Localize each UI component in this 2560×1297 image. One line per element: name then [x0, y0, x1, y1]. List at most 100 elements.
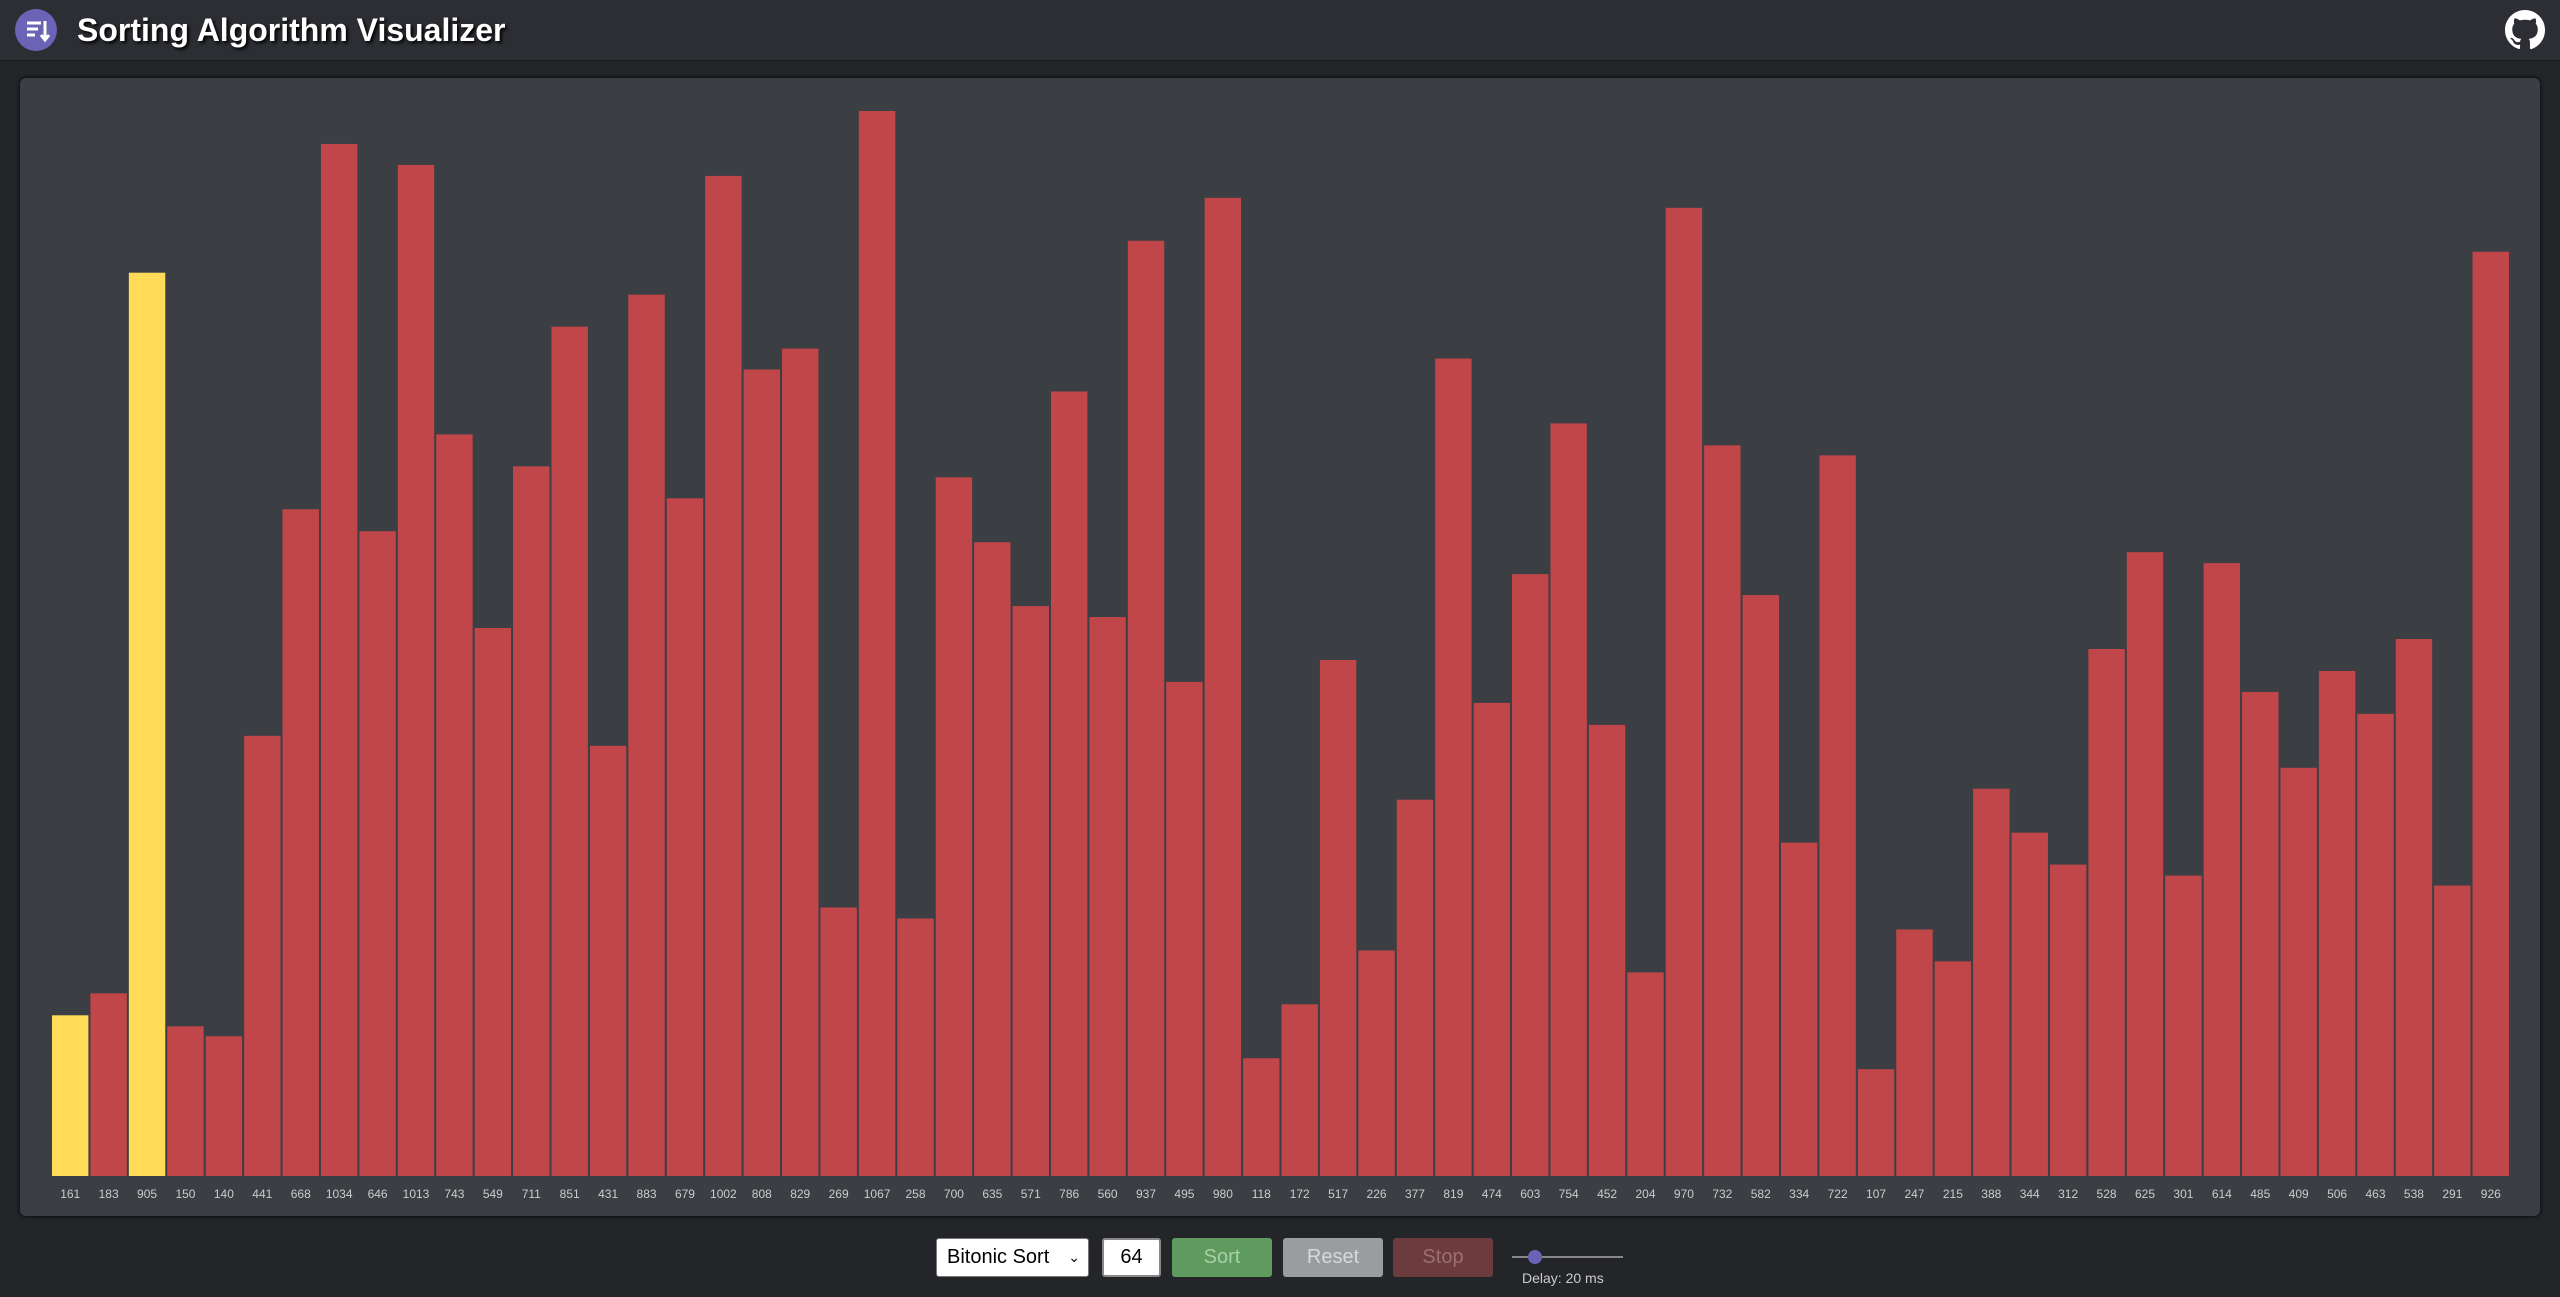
bar	[1819, 455, 1856, 1176]
bar	[1281, 1004, 1318, 1176]
bar-label: 344	[2020, 1187, 2040, 1201]
bar	[1204, 197, 1242, 1177]
bar	[1934, 961, 1972, 1176]
bar	[2049, 864, 2087, 1176]
bar-label: 905	[137, 1187, 157, 1201]
bar	[858, 111, 896, 1176]
bar	[474, 628, 512, 1176]
bar	[2011, 832, 2048, 1176]
bar-label: 571	[1021, 1187, 1041, 1201]
bar	[2280, 767, 2317, 1176]
stop-button[interactable]: Stop	[1393, 1238, 1493, 1277]
bar	[1512, 574, 1549, 1176]
github-link[interactable]	[2505, 10, 2545, 50]
bar-label: 625	[2135, 1187, 2155, 1201]
bars: 161 183 905 150 140 441 668 1034 646 1013 743 549 71…	[52, 111, 2509, 1201]
bar-label: 441	[252, 1187, 272, 1201]
bar-label: 301	[2173, 1187, 2193, 1201]
bar-label: 980	[1213, 1187, 1233, 1201]
bar	[2242, 691, 2279, 1176]
bar-label: 1067	[864, 1187, 891, 1201]
bar	[2472, 251, 2509, 1176]
bar	[1127, 240, 1165, 1176]
bar	[52, 1015, 89, 1176]
bar-label: 937	[1136, 1187, 1156, 1201]
bar-label: 668	[291, 1187, 311, 1201]
reset-button[interactable]: Reset	[1283, 1238, 1383, 1277]
bar	[359, 531, 396, 1176]
bar	[551, 326, 588, 1177]
bar	[1704, 445, 1741, 1176]
bar	[1319, 659, 1357, 1176]
bar	[743, 369, 781, 1176]
size-input[interactable]: 64	[1102, 1238, 1161, 1277]
bar-label: 560	[1098, 1187, 1118, 1201]
bar-label: 377	[1405, 1187, 1425, 1201]
bar-label: 883	[637, 1187, 657, 1201]
bar	[436, 434, 473, 1176]
bar-label: 1034	[326, 1187, 353, 1201]
bar-label: 646	[368, 1187, 388, 1201]
bar-label: 172	[1290, 1187, 1310, 1201]
bar-label: 291	[2442, 1187, 2462, 1201]
bar-label: 603	[1520, 1187, 1540, 1201]
bar-label: 140	[214, 1187, 234, 1201]
bar-label: 506	[2327, 1187, 2347, 1201]
bar-label: 829	[790, 1187, 810, 1201]
bar	[589, 745, 627, 1176]
bar-label: 495	[1174, 1187, 1194, 1201]
bar	[1358, 950, 1395, 1176]
bar-label: 1002	[710, 1187, 737, 1201]
bar-label: 808	[752, 1187, 772, 1201]
bar-label: 485	[2250, 1187, 2270, 1201]
bar-label: 226	[1367, 1187, 1387, 1201]
bar-label: 517	[1328, 1187, 1348, 1201]
bar	[2434, 885, 2471, 1176]
bar	[1396, 799, 1434, 1176]
bar-label: 409	[2289, 1187, 2309, 1201]
bar-label: 215	[1943, 1187, 1963, 1201]
bar	[320, 143, 358, 1177]
bar	[974, 542, 1011, 1176]
bar	[705, 175, 742, 1176]
bar-label: 528	[2097, 1187, 2117, 1201]
bar	[2395, 639, 2433, 1176]
bar	[1050, 391, 1088, 1177]
bar-label: 732	[1712, 1187, 1732, 1201]
bar	[1627, 972, 1664, 1176]
bar	[2088, 648, 2125, 1176]
bar	[1665, 207, 1703, 1176]
bar-label: 743	[444, 1187, 464, 1201]
bar	[1473, 702, 1511, 1176]
bar	[1435, 358, 1472, 1176]
sort-button[interactable]: Sort	[1172, 1238, 1272, 1277]
bar-label: 204	[1635, 1187, 1655, 1201]
logo	[15, 9, 57, 51]
delay-slider[interactable]	[1510, 1247, 1625, 1267]
bar-label: 334	[1789, 1187, 1809, 1201]
bar-label: 538	[2404, 1187, 2424, 1201]
algorithm-text: Bitonic Sort	[947, 1246, 1050, 1268]
header: Sorting Algorithm Visualizer	[0, 0, 2560, 61]
bar-label: 700	[944, 1187, 964, 1201]
bar-label: 312	[2058, 1187, 2078, 1201]
dropdown-arrow: ⌄	[1068, 1249, 1080, 1265]
bar	[90, 993, 127, 1176]
bar	[2203, 563, 2241, 1176]
bar-label: 150	[175, 1187, 195, 1201]
bar-label: 722	[1828, 1187, 1848, 1201]
bar	[128, 272, 166, 1176]
bar-label: 269	[829, 1187, 849, 1201]
bar	[628, 294, 665, 1176]
bar	[1012, 606, 1049, 1176]
bar	[513, 466, 550, 1176]
bar	[1166, 681, 1203, 1176]
bar	[1973, 788, 2010, 1176]
algorithm-select[interactable]: Bitonic Sort ⌄	[936, 1238, 1089, 1277]
bar-label: 614	[2212, 1187, 2232, 1201]
bar-label: 851	[560, 1187, 580, 1201]
app-title: Sorting Algorithm Visualizer	[77, 12, 506, 48]
delay-label: Delay: 20 ms	[1522, 1270, 1604, 1286]
bar-label: 819	[1443, 1187, 1463, 1201]
bar-label: 463	[2366, 1187, 2386, 1201]
